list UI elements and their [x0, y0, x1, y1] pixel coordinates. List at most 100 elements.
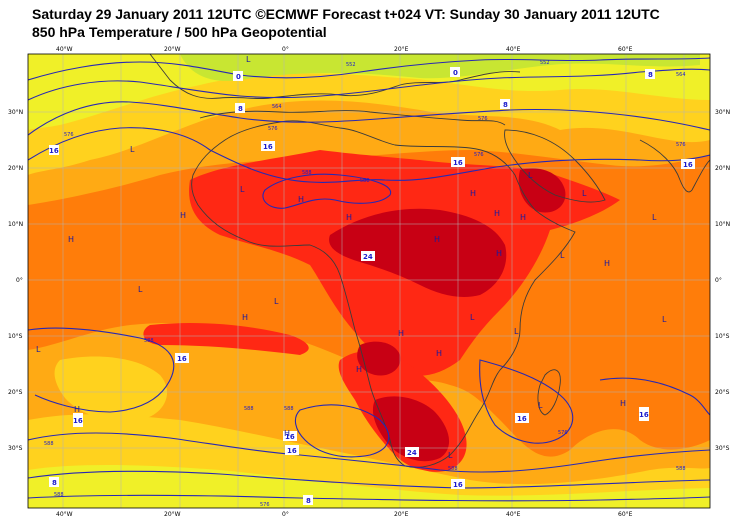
centre-marker: H: [520, 213, 526, 222]
temp-label: 16: [517, 415, 527, 423]
height-label: 588: [54, 492, 64, 498]
height-label: 564: [676, 72, 686, 78]
centre-marker: L: [274, 297, 279, 306]
centre-marker: H: [434, 235, 440, 244]
temp-band-gt24: [329, 208, 507, 297]
height-labels: 552 552 564 564 576 576 576 588 588 588 …: [44, 60, 686, 508]
centre-marker: L: [514, 327, 519, 336]
lat-tick: 30°S: [715, 445, 730, 452]
lat-tick: 30°N: [715, 109, 730, 116]
temp-label: 8: [306, 497, 311, 505]
temperature-field: [28, 54, 710, 508]
height-label: 576: [474, 152, 484, 158]
lat-tick: 20°N: [715, 165, 730, 172]
temp-label: 8: [648, 71, 653, 79]
centre-marker: L: [538, 401, 543, 410]
temp-label: 16: [639, 411, 649, 419]
lon-tick: 0°: [282, 46, 289, 53]
temp-label: 16: [683, 161, 693, 169]
contour-576-east-tail: [599, 377, 710, 416]
height-label: 564: [272, 104, 282, 110]
centre-marker: L: [448, 451, 453, 460]
centre-marker: H: [494, 209, 500, 218]
height-label: 552: [540, 60, 550, 66]
centre-marker: H: [346, 213, 352, 222]
contour-588-north: [262, 173, 392, 209]
india-coast: [639, 139, 710, 193]
lat-ticks-right: 30°N 20°N 10°N 0° 10°S 20°S 30°S: [715, 109, 730, 452]
lon-tick: 20°W: [164, 46, 181, 53]
centre-marker: H: [74, 405, 80, 414]
temp-label: 0: [236, 73, 241, 81]
centre-marker: H: [496, 249, 502, 258]
centre-marker: H: [604, 259, 610, 268]
height-label: 576: [558, 430, 568, 436]
lat-tick: 10°S: [8, 333, 23, 340]
temp-label: 0: [453, 69, 458, 77]
lat-tick: 20°N: [8, 165, 23, 172]
temp-label: 16: [453, 159, 463, 167]
africa-coast: [191, 120, 576, 468]
map-frame: [27, 53, 711, 509]
contour-lines: [28, 57, 710, 502]
centre-marker: L: [240, 185, 245, 194]
centre-marker: H: [470, 189, 476, 198]
lon-tick: 60°E: [618, 511, 633, 518]
temp-label: 16: [73, 417, 83, 425]
centre-marker: L: [528, 171, 533, 180]
height-label: 576: [478, 116, 488, 122]
temp-band-20-24-west: [143, 323, 309, 355]
centre-marker: H: [398, 329, 404, 338]
contour-576-east: [479, 359, 574, 444]
height-label: 588: [448, 466, 458, 472]
height-label: 588: [144, 338, 154, 344]
centre-marker: H: [356, 365, 362, 374]
centre-marker: H: [68, 235, 74, 244]
lon-tick: 20°E: [394, 511, 409, 518]
height-label: 552: [346, 62, 356, 68]
lon-ticks-top: 40°W 20°W 0° 20°E 40°E 60°E: [56, 46, 633, 53]
centre-marker: L: [246, 55, 251, 64]
temp-label: 16: [287, 447, 297, 455]
temp-label: 24: [407, 449, 417, 457]
temp-band-8-12-sw: [54, 356, 168, 422]
centre-marker: H: [298, 195, 304, 204]
lat-tick: 10°N: [8, 221, 23, 228]
centre-marker: L: [560, 251, 565, 260]
temp-band-gt24-central: [357, 341, 401, 376]
lon-tick: 40°E: [506, 511, 521, 518]
lon-tick: 0°: [282, 511, 289, 518]
temp-label: 8: [238, 105, 243, 113]
centre-marker: H: [620, 399, 626, 408]
temp-label: 16: [263, 143, 273, 151]
temp-label: 24: [363, 253, 373, 261]
centre-marker: H: [284, 429, 290, 438]
isotherm-labels: 0 0 8 8 8 16 16 16 16 16 24 24 16 16 16 …: [49, 67, 695, 505]
centre-marker: H: [436, 349, 442, 358]
pressure-centres: L L L H H H L L H H H H H L L H L H L L …: [36, 55, 667, 460]
temp-label: 8: [52, 479, 57, 487]
height-label: 576: [676, 142, 686, 148]
centre-marker: L: [662, 315, 667, 324]
lat-ticks-left: 30°N 20°N 10°N 0° 10°S 20°S 30°S: [8, 109, 23, 452]
centre-marker: H: [180, 211, 186, 220]
lat-tick: 0°: [715, 277, 722, 284]
temp-band-gt24-east: [518, 168, 566, 213]
temp-label: 8: [503, 101, 508, 109]
lat-tick: 20°S: [715, 389, 730, 396]
lat-tick: 10°S: [715, 333, 730, 340]
europe-coast: [149, 54, 521, 100]
height-label: 588: [360, 178, 370, 184]
lon-tick: 20°W: [164, 511, 181, 518]
temp-label: 16: [177, 355, 187, 363]
height-label: 576: [64, 132, 74, 138]
temp-band-gt24-south: [372, 396, 450, 462]
temp-label: 16: [49, 147, 59, 155]
coastlines: [149, 54, 710, 468]
centre-marker: L: [582, 189, 587, 198]
lon-tick: 40°W: [56, 46, 73, 53]
lon-tick: 20°E: [394, 46, 409, 53]
height-label: 588: [244, 406, 254, 412]
temp-label: 16: [285, 433, 295, 441]
